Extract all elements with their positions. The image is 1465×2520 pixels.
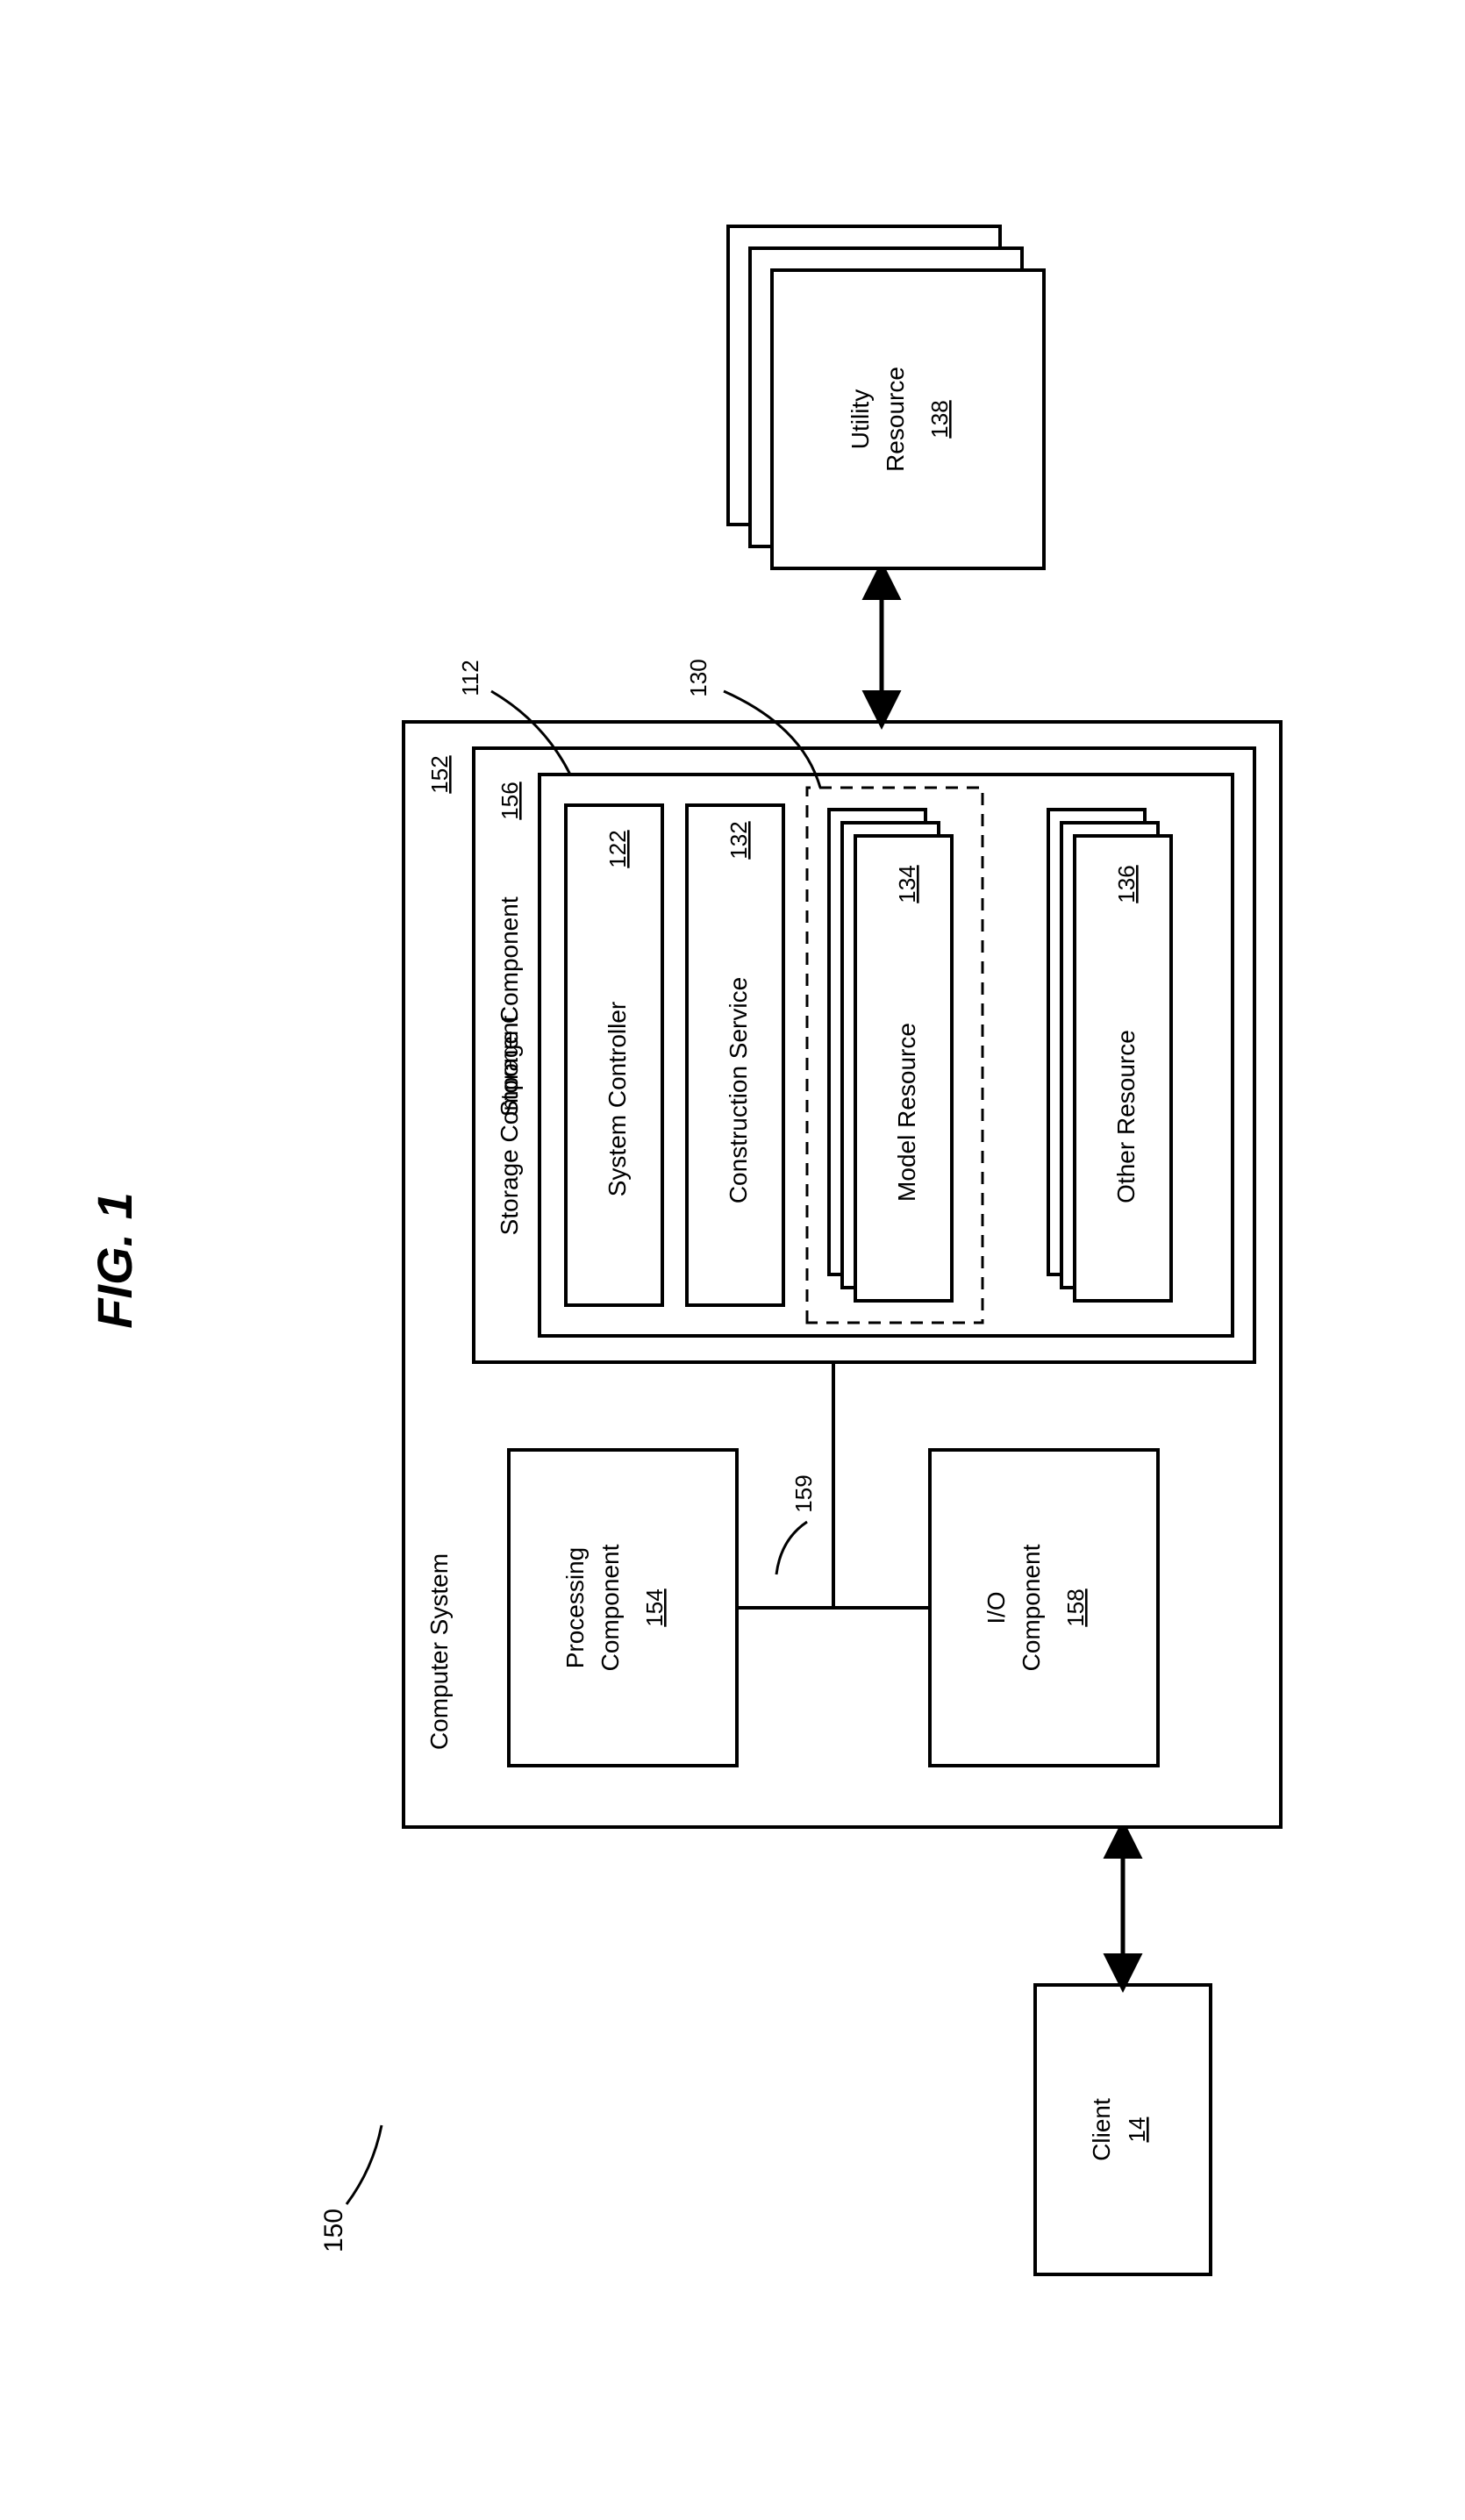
- system-controller-box: System Controller 122: [566, 805, 662, 1305]
- construction-service-box: Construction Service 132: [687, 805, 783, 1305]
- bus-ref: 159: [790, 1474, 817, 1512]
- io-label-2: Component: [1018, 1544, 1045, 1671]
- figure-title: FIG. 1: [87, 1192, 142, 1329]
- io-label-1: I/O: [983, 1591, 1010, 1624]
- client-label: Client: [1088, 2098, 1115, 2161]
- other-resource-label: Other Resource: [1112, 1030, 1140, 1203]
- io-ref: 158: [1062, 1588, 1089, 1626]
- processing-label-1: Processing: [561, 1547, 589, 1669]
- storage-label-2: Storage Component: [496, 1015, 523, 1235]
- model-resource-label: Model Resource: [893, 1023, 920, 1202]
- construction-service-label: Construction Service: [725, 977, 752, 1203]
- computer-system-label: Computer System: [425, 1553, 453, 1750]
- computer-system-ref: 152: [426, 755, 453, 793]
- overall-ref: 150: [319, 2209, 348, 2252]
- utility-resource-stack: Utility Resource 138: [728, 226, 1044, 568]
- system-controller-label: System Controller: [604, 1002, 631, 1197]
- storage-ref: 156: [497, 782, 523, 819]
- storage-inner-ref: 112: [457, 660, 483, 696]
- other-resource-stack: Other Resource 136: [1048, 810, 1171, 1301]
- io-component-box: I/O Component 158: [930, 1450, 1158, 1766]
- model-resource-ref: 134: [894, 865, 920, 903]
- client-ref: 14: [1124, 2117, 1150, 2143]
- system-controller-ref: 122: [604, 830, 631, 867]
- model-group-ref: 130: [685, 659, 711, 696]
- utility-resource-label-2: Resource: [882, 367, 909, 472]
- processing-component-box: Processing Component 154: [509, 1450, 737, 1766]
- client-box: Client 14: [1035, 1985, 1211, 2274]
- overall-ref-leader: [347, 2125, 382, 2204]
- processing-ref: 154: [641, 1588, 668, 1626]
- computer-system-box: Computer System 152 Processing Component…: [404, 659, 1281, 1827]
- other-resource-ref: 136: [1113, 865, 1140, 903]
- construction-service-ref: 132: [725, 821, 752, 859]
- model-resource-stack: Model Resource 134: [829, 810, 952, 1301]
- utility-resource-label-1: Utility: [847, 389, 874, 449]
- processing-label-2: Component: [597, 1544, 624, 1671]
- utility-resource-ref: 138: [926, 400, 953, 438]
